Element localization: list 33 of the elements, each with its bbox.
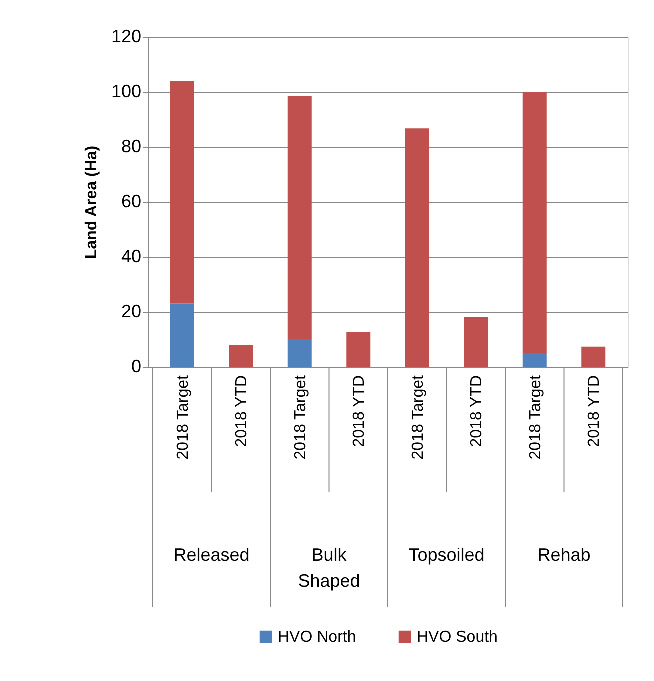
bar — [582, 346, 606, 367]
bar — [464, 316, 488, 367]
text: Rehab — [538, 545, 591, 565]
x-tick-label: 2018 Target — [292, 374, 310, 460]
x-tick-label: 2018 YTD — [468, 376, 486, 448]
bar — [405, 128, 430, 367]
legend-label: HVO South — [417, 629, 498, 646]
x-tick-label: 2018 YTD — [234, 376, 251, 448]
y-tick-label: 20 — [121, 302, 142, 322]
bar — [288, 340, 312, 367]
y-tick-label: 40 — [121, 246, 142, 266]
x-tick-label: 2018 YTD — [351, 376, 368, 448]
y-tick-label: 100 — [111, 82, 142, 102]
bar — [170, 304, 194, 367]
y-tick-label: 120 — [111, 26, 142, 46]
bar — [346, 332, 371, 367]
y-tick-label: 0 — [131, 356, 142, 376]
bar — [229, 345, 254, 367]
text: Bulk Shaped — [298, 545, 360, 591]
x-tick-label: 2018 Target — [174, 374, 192, 460]
y-tick-label: 80 — [121, 136, 142, 156]
legend-label: HVO North — [278, 629, 356, 646]
text: Topsoiled — [408, 545, 485, 565]
y-axis-title: Land Area (Ha) — [83, 146, 100, 260]
bar — [522, 92, 547, 354]
bar — [522, 353, 547, 367]
y-tick-label: 60 — [121, 192, 142, 212]
text: Released — [174, 545, 250, 565]
bar — [170, 81, 194, 304]
x-tick-label: 2018 Target — [410, 374, 427, 460]
bar — [288, 96, 312, 340]
x-tick-label: 2018 Target — [527, 374, 544, 460]
x-tick-label: 2018 YTD — [586, 376, 604, 448]
